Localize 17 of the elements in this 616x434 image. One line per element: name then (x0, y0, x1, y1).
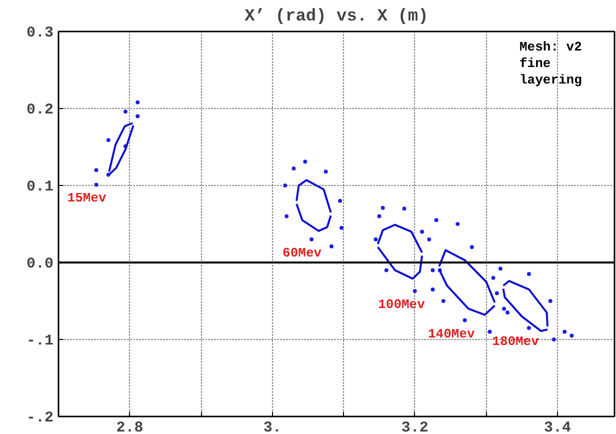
y-tick-label: -.1 (26, 332, 54, 350)
annotation: 140Mev (428, 326, 476, 342)
annotation: 180Mev (492, 334, 540, 349)
x-tick-label: 3.2 (401, 420, 428, 434)
annotation: 100Mev (378, 296, 426, 312)
annotation: 60Mev (282, 245, 322, 260)
annotation: Mesh: v2 fine layering (520, 40, 582, 88)
x-tick-label: 2.8 (116, 420, 144, 434)
chart-title: X’ (rad) vs. X (m) (244, 8, 428, 26)
annotation: 15Mev (67, 190, 106, 206)
y-tick-label: -.2 (26, 410, 54, 426)
y-tick-label: 0.1 (26, 178, 54, 196)
x-tick-label: 3. (263, 420, 282, 434)
y-tick-label: 0.0 (26, 256, 54, 272)
y-tick-label: 0.2 (26, 102, 54, 118)
y-tick-label: 0.3 (26, 24, 54, 42)
x-tick-label: 3.4 (544, 420, 571, 434)
